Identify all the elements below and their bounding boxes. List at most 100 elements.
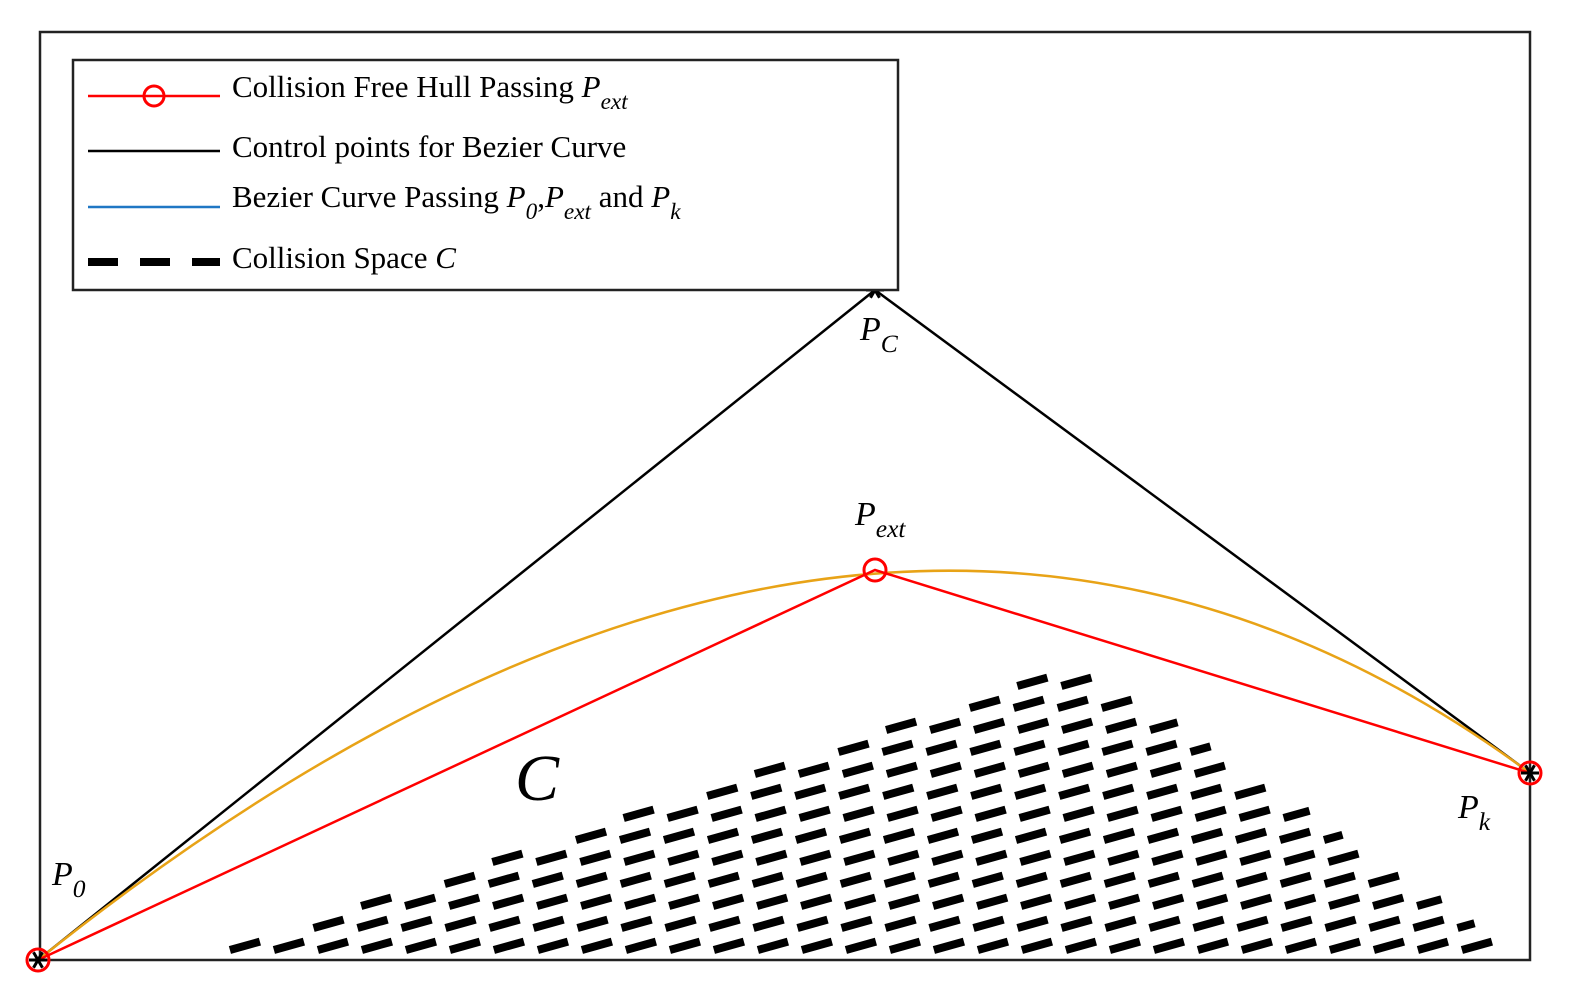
text-run: and bbox=[591, 179, 651, 214]
collision-dash bbox=[751, 871, 784, 888]
point-label: Pext​ bbox=[854, 496, 906, 543]
collision-dash bbox=[926, 827, 960, 844]
collision-dash bbox=[667, 849, 700, 866]
math-subscript: k bbox=[670, 199, 681, 225]
collision-dash bbox=[1196, 937, 1229, 954]
collision-dash bbox=[1416, 895, 1443, 910]
collision-dash bbox=[1190, 827, 1224, 844]
collision-dash bbox=[1102, 827, 1136, 844]
collision-dash bbox=[1323, 871, 1356, 888]
collision-dash bbox=[1190, 783, 1223, 800]
collision-dash bbox=[580, 937, 613, 954]
collision-dash bbox=[970, 827, 1004, 844]
collision-dash bbox=[1456, 919, 1476, 932]
collision-dash bbox=[491, 849, 524, 866]
collision-dash bbox=[885, 717, 918, 734]
collision-dash bbox=[794, 783, 827, 800]
collision-dash bbox=[1196, 893, 1229, 910]
collision-dash bbox=[1013, 739, 1046, 756]
collision-dash bbox=[272, 937, 305, 954]
collision-dash bbox=[796, 915, 829, 932]
point-label: PC​ bbox=[859, 311, 899, 358]
legend-box bbox=[71, 58, 900, 292]
collision-dash bbox=[755, 849, 788, 866]
collision-dash bbox=[930, 805, 963, 822]
collision-dash bbox=[1240, 893, 1273, 910]
region-label: C bbox=[515, 742, 560, 815]
collision-dash bbox=[1195, 849, 1228, 866]
collision-dash bbox=[1104, 915, 1137, 932]
collision-dash bbox=[579, 849, 612, 866]
collision-dash bbox=[622, 805, 655, 822]
collision-dash bbox=[798, 805, 831, 822]
collision-dash bbox=[1192, 915, 1225, 932]
collision-dash bbox=[1058, 783, 1091, 800]
collision-dash bbox=[795, 871, 828, 888]
collision-dash bbox=[1017, 717, 1050, 734]
collision-dash bbox=[1015, 871, 1048, 888]
collision-dash bbox=[706, 827, 740, 844]
legend: Collision Free Hull Passing Pext​ Contro… bbox=[71, 58, 900, 292]
collision-dash bbox=[752, 915, 785, 932]
collision-dash bbox=[1191, 871, 1224, 888]
collision-dash bbox=[1234, 827, 1268, 844]
collision-dash bbox=[1014, 783, 1047, 800]
collision-dash bbox=[1064, 937, 1097, 954]
collision-dash bbox=[624, 937, 657, 954]
collision-dash bbox=[1322, 830, 1344, 844]
hull-point bbox=[25, 947, 51, 973]
collision-dash bbox=[1020, 937, 1053, 954]
collision-dash bbox=[1152, 893, 1185, 910]
math-subscript: k bbox=[1479, 807, 1491, 836]
collision-dash bbox=[1061, 717, 1094, 734]
collision-dash bbox=[1100, 695, 1133, 712]
collision-dash bbox=[668, 937, 701, 954]
collision-dash bbox=[1108, 937, 1141, 954]
collision-dash bbox=[844, 937, 877, 954]
collision-dash bbox=[1236, 915, 1269, 932]
collision-dash bbox=[973, 761, 1006, 778]
star-stroke bbox=[1524, 764, 1536, 782]
point-label: Pk​ bbox=[1457, 789, 1491, 836]
collision-dash bbox=[972, 915, 1005, 932]
collision-dash bbox=[843, 849, 876, 866]
collision-dash bbox=[1151, 849, 1184, 866]
collision-dash bbox=[929, 761, 962, 778]
collision-dash bbox=[448, 937, 481, 954]
collision-dash bbox=[492, 893, 525, 910]
math-symbol: P bbox=[1457, 789, 1479, 826]
math-symbol: P bbox=[506, 179, 526, 214]
collision-dash bbox=[620, 915, 653, 932]
math-subscript: ext bbox=[601, 89, 629, 115]
collision-dash bbox=[1017, 761, 1050, 778]
collision-dash bbox=[885, 761, 918, 778]
collision-dash bbox=[1416, 937, 1449, 954]
collision-dash bbox=[1106, 805, 1139, 822]
collision-dash bbox=[228, 937, 261, 954]
collision-dash bbox=[800, 893, 833, 910]
collision-dash bbox=[1278, 827, 1312, 844]
collision-dash bbox=[1328, 937, 1361, 954]
collision-dash bbox=[1239, 849, 1272, 866]
collision-dash bbox=[1063, 849, 1096, 866]
collision-dash bbox=[797, 761, 830, 778]
math-symbol: P bbox=[581, 69, 601, 104]
collision-dash bbox=[756, 893, 789, 910]
legend-text: Bezier Curve Passing P0​,Pext​ and Pk​ bbox=[232, 179, 681, 225]
collision-dash bbox=[1103, 871, 1136, 888]
collision-dash bbox=[1062, 805, 1095, 822]
collision-dash bbox=[666, 805, 699, 822]
collision-dash bbox=[531, 871, 564, 888]
collision-dash bbox=[973, 717, 1006, 734]
collision-dash bbox=[1189, 742, 1212, 756]
legend-marker bbox=[142, 84, 166, 108]
collision-dash bbox=[882, 827, 916, 844]
math-subscript: 0 bbox=[526, 199, 538, 225]
collision-dash bbox=[1324, 915, 1357, 932]
collision-dash bbox=[404, 893, 437, 910]
collision-dash bbox=[488, 915, 521, 932]
collision-dash bbox=[1282, 806, 1311, 822]
collision-dash bbox=[1146, 827, 1180, 844]
collision-dash bbox=[708, 915, 741, 932]
collision-dash bbox=[800, 937, 833, 954]
